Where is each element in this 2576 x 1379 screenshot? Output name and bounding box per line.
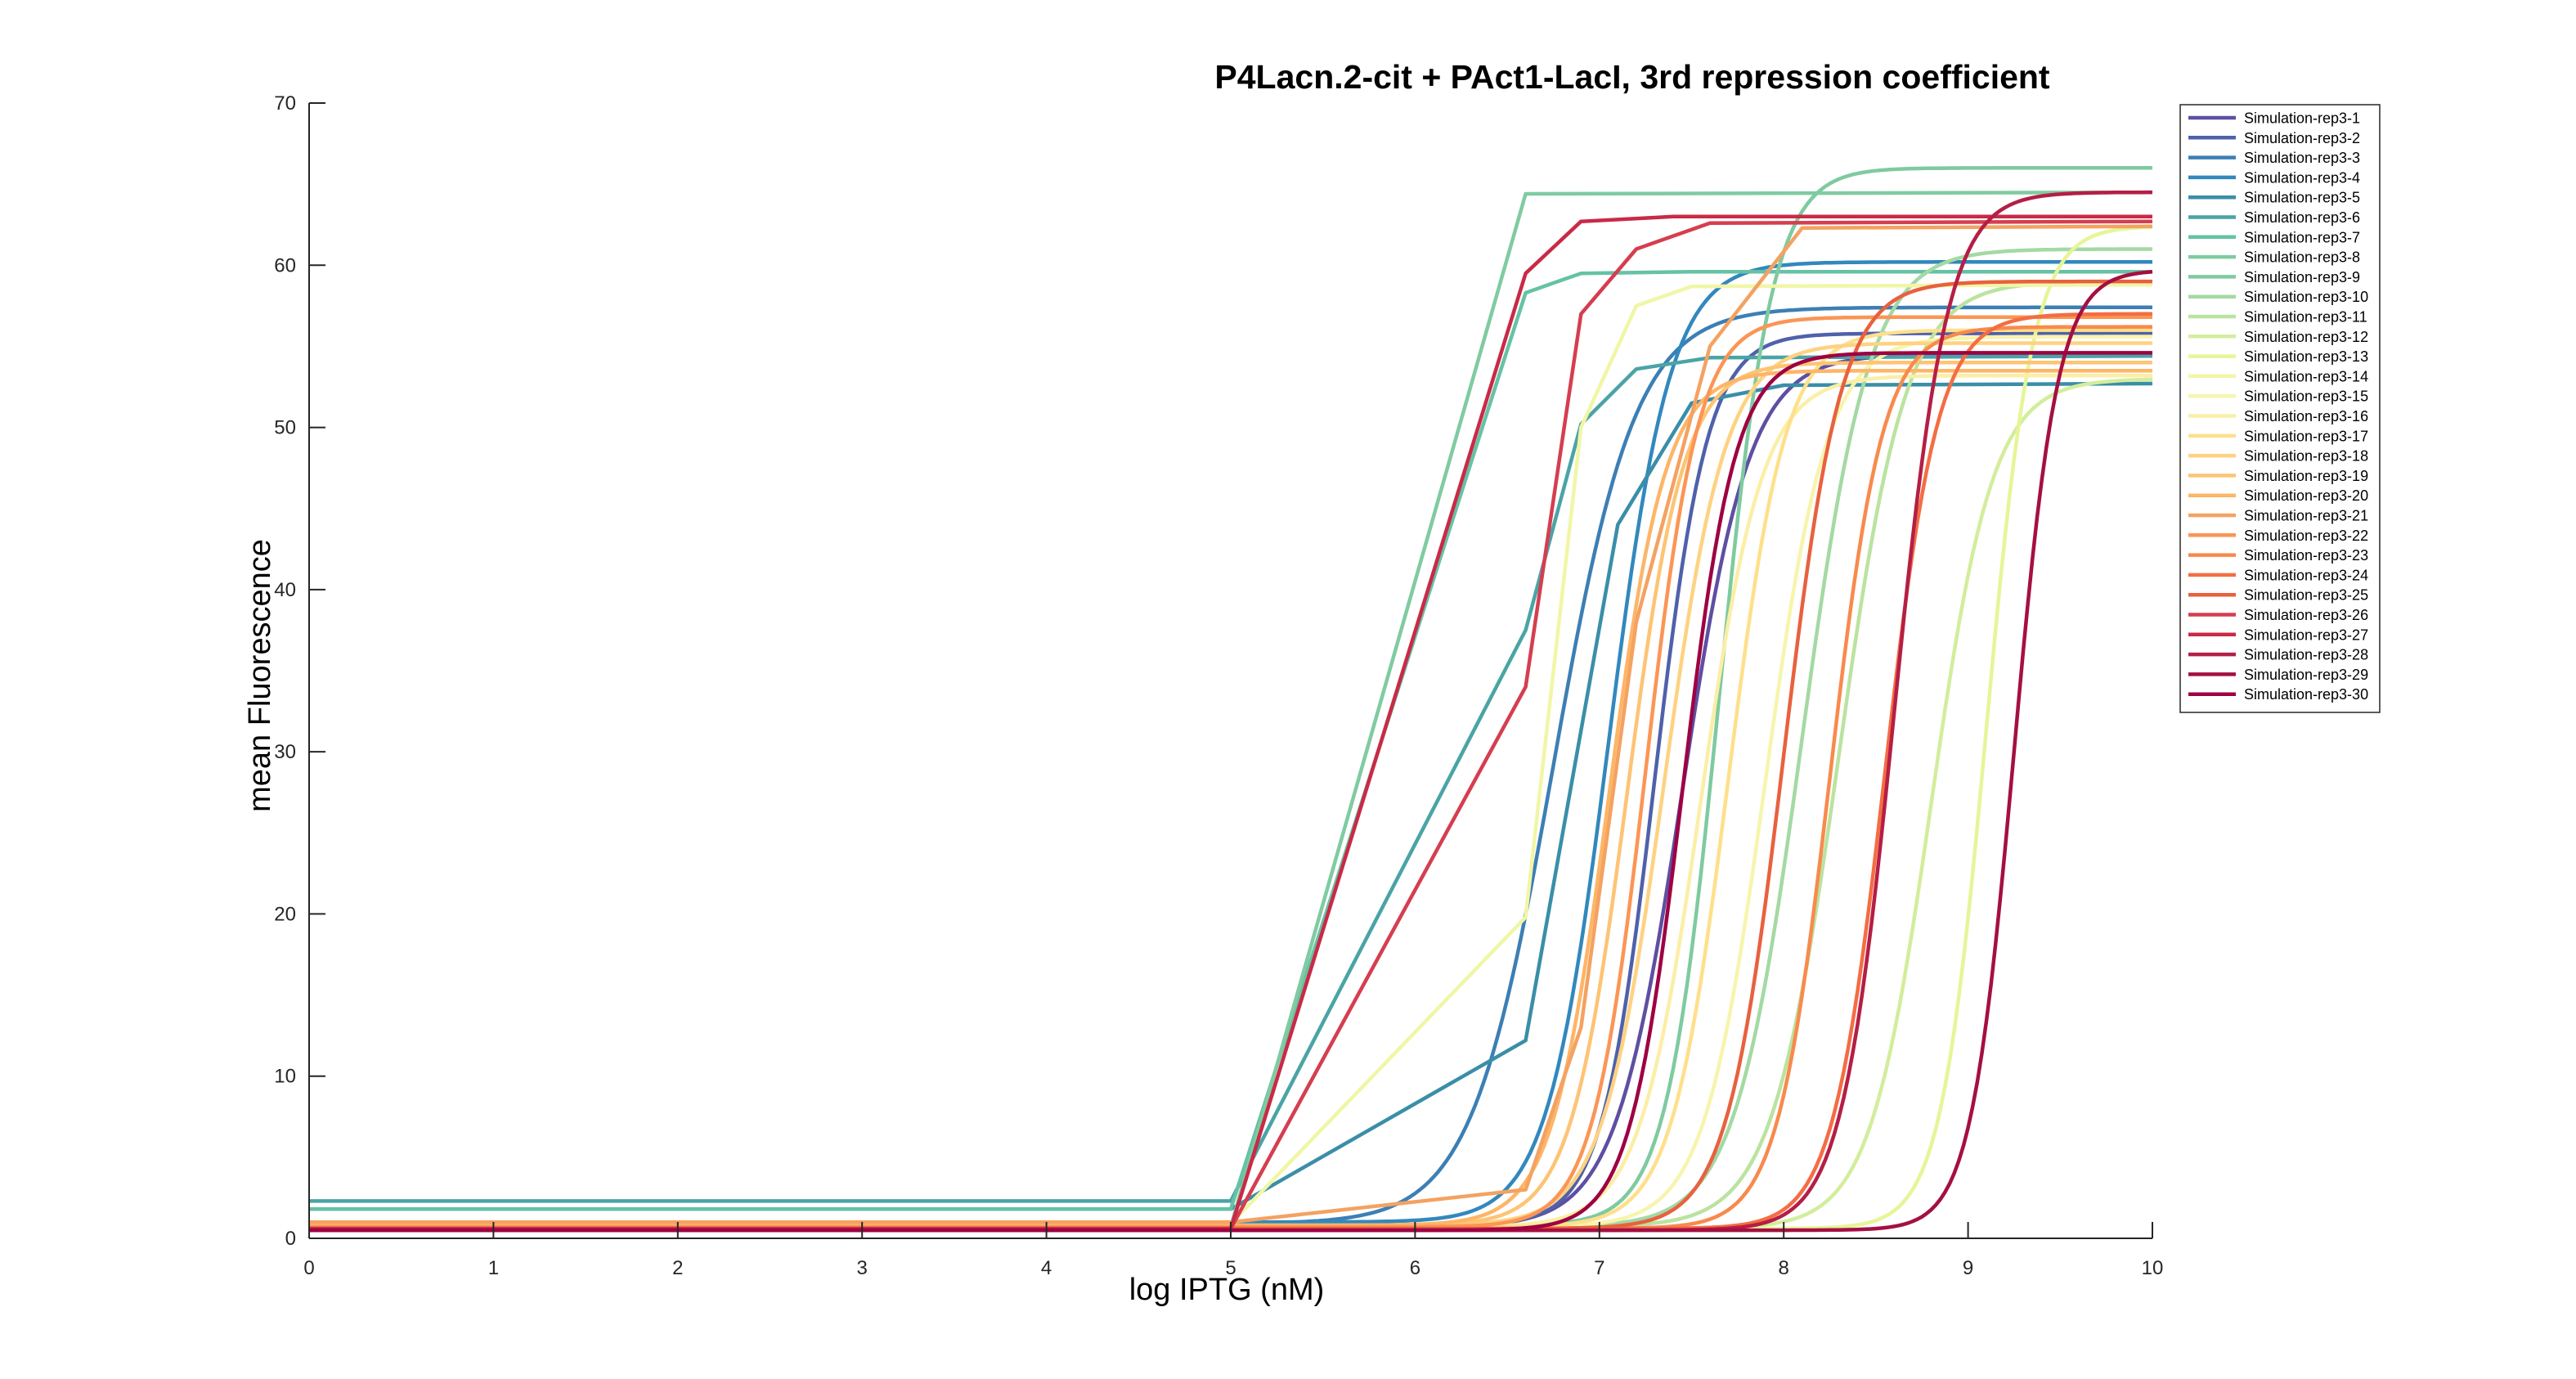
legend-label: Simulation-rep3-8 <box>2244 249 2360 266</box>
y-axis-label: mean Fluorescence <box>243 539 277 812</box>
series-line-1 <box>309 353 2152 1229</box>
legend-label: Simulation-rep3-12 <box>2244 329 2368 345</box>
y-tick-label: 60 <box>274 254 296 276</box>
legend-label: Simulation-rep3-28 <box>2244 647 2368 663</box>
x-tick-label: 1 <box>488 1257 499 1279</box>
legend-label: Simulation-rep3-9 <box>2244 269 2360 285</box>
y-tick-label: 0 <box>285 1228 296 1250</box>
series-line-27 <box>309 214 2152 1231</box>
legend-label: Simulation-rep3-18 <box>2244 448 2368 465</box>
legend-label: Simulation-rep3-23 <box>2244 547 2368 564</box>
series-line-4 <box>309 260 2152 1224</box>
x-tick-label: 0 <box>303 1257 314 1279</box>
legend-label: Simulation-rep3-7 <box>2244 229 2360 245</box>
legend-label: Simulation-rep3-25 <box>2244 587 2368 604</box>
series-line-19 <box>309 361 2152 1228</box>
legend-label: Simulation-rep3-10 <box>2244 289 2368 305</box>
y-tick-label: 50 <box>274 417 296 439</box>
plot-area <box>309 166 2153 1233</box>
series-line-15 <box>309 335 2152 1229</box>
x-axis-label: log IPTG (nM) <box>1129 1273 1325 1307</box>
chart-title: P4Lacn.2-cit + PAct1-LacI, 3rd repressio… <box>1214 58 2050 96</box>
y-tick-label: 20 <box>274 903 296 925</box>
series-line-29 <box>309 269 2153 1233</box>
series-line-12 <box>309 377 2153 1231</box>
legend-label: Simulation-rep3-26 <box>2244 607 2368 623</box>
x-tick-label: 8 <box>1779 1257 1789 1279</box>
x-tick-label: 7 <box>1594 1257 1604 1279</box>
series-line-30 <box>309 351 2152 1233</box>
y-tick-label: 70 <box>274 92 296 115</box>
legend-label: Simulation-rep3-1 <box>2244 110 2360 127</box>
legend-label: Simulation-rep3-30 <box>2244 686 2368 703</box>
series-line-21 <box>309 224 2153 1224</box>
legend: Simulation-rep3-1 Simulation-rep3-2 Simula… <box>2179 104 2381 713</box>
legend-label: Simulation-rep3-6 <box>2244 209 2360 226</box>
series-line-9 <box>309 166 2152 1228</box>
legend-label: Simulation-rep3-21 <box>2244 508 2368 524</box>
legend-label: Simulation-rep3-2 <box>2244 130 2360 146</box>
legend-label: Simulation-rep3-13 <box>2244 348 2368 365</box>
axes: 0 1 2 3 4 5 6 7 8 9 10 0 10 20 30 40 50 60 70 <box>274 92 2163 1279</box>
series-line-11 <box>309 279 2152 1229</box>
series-line-24 <box>309 312 2152 1231</box>
series-line-20 <box>309 368 2152 1228</box>
legend-label: Simulation-rep3-20 <box>2244 487 2368 504</box>
legend-label: Simulation-rep3-4 <box>2244 169 2360 186</box>
x-tick-label: 5 <box>1225 1257 1236 1279</box>
series-line-16 <box>309 373 2152 1229</box>
series-line-10 <box>309 247 2152 1229</box>
y-tick-label: 40 <box>274 579 296 601</box>
legend-label: Simulation-rep3-5 <box>2244 190 2360 206</box>
x-tick-label: 2 <box>672 1257 683 1279</box>
x-tick-label: 4 <box>1041 1257 1052 1279</box>
legend-label: Simulation-rep3-22 <box>2244 528 2368 544</box>
series-line-25 <box>309 279 2152 1231</box>
series-line-18 <box>309 341 2152 1228</box>
series-line-6 <box>309 354 2153 1203</box>
series-line-23 <box>309 325 2152 1231</box>
legend-label: Simulation-rep3-11 <box>2244 309 2367 326</box>
legend-label: Simulation-rep3-14 <box>2244 368 2368 384</box>
x-tick-label: 9 <box>1963 1257 1973 1279</box>
series-line-5 <box>309 381 2153 1211</box>
y-tick-label: 10 <box>274 1066 296 1088</box>
x-tick-label: 10 <box>2142 1257 2164 1279</box>
legend-label: Simulation-rep3-3 <box>2244 150 2360 166</box>
series-line-3 <box>309 305 2152 1226</box>
y-tick-label: 30 <box>274 741 296 763</box>
legend-label: Simulation-rep3-15 <box>2244 389 2368 405</box>
legend-label: Simulation-rep3-27 <box>2244 627 2368 643</box>
legend-label: Simulation-rep3-17 <box>2244 428 2368 444</box>
legend-box <box>2179 104 2381 713</box>
legend-label: Simulation-rep3-24 <box>2244 567 2368 583</box>
legend-label: Simulation-rep3-16 <box>2244 408 2368 424</box>
legend-label: Simulation-rep3-19 <box>2244 468 2368 484</box>
series-line-7 <box>309 269 2152 1211</box>
x-tick-label: 3 <box>857 1257 868 1279</box>
series-line-14 <box>309 282 2153 1226</box>
x-tick-label: 6 <box>1410 1257 1420 1279</box>
legend-label: Simulation-rep3-29 <box>2244 667 2368 683</box>
